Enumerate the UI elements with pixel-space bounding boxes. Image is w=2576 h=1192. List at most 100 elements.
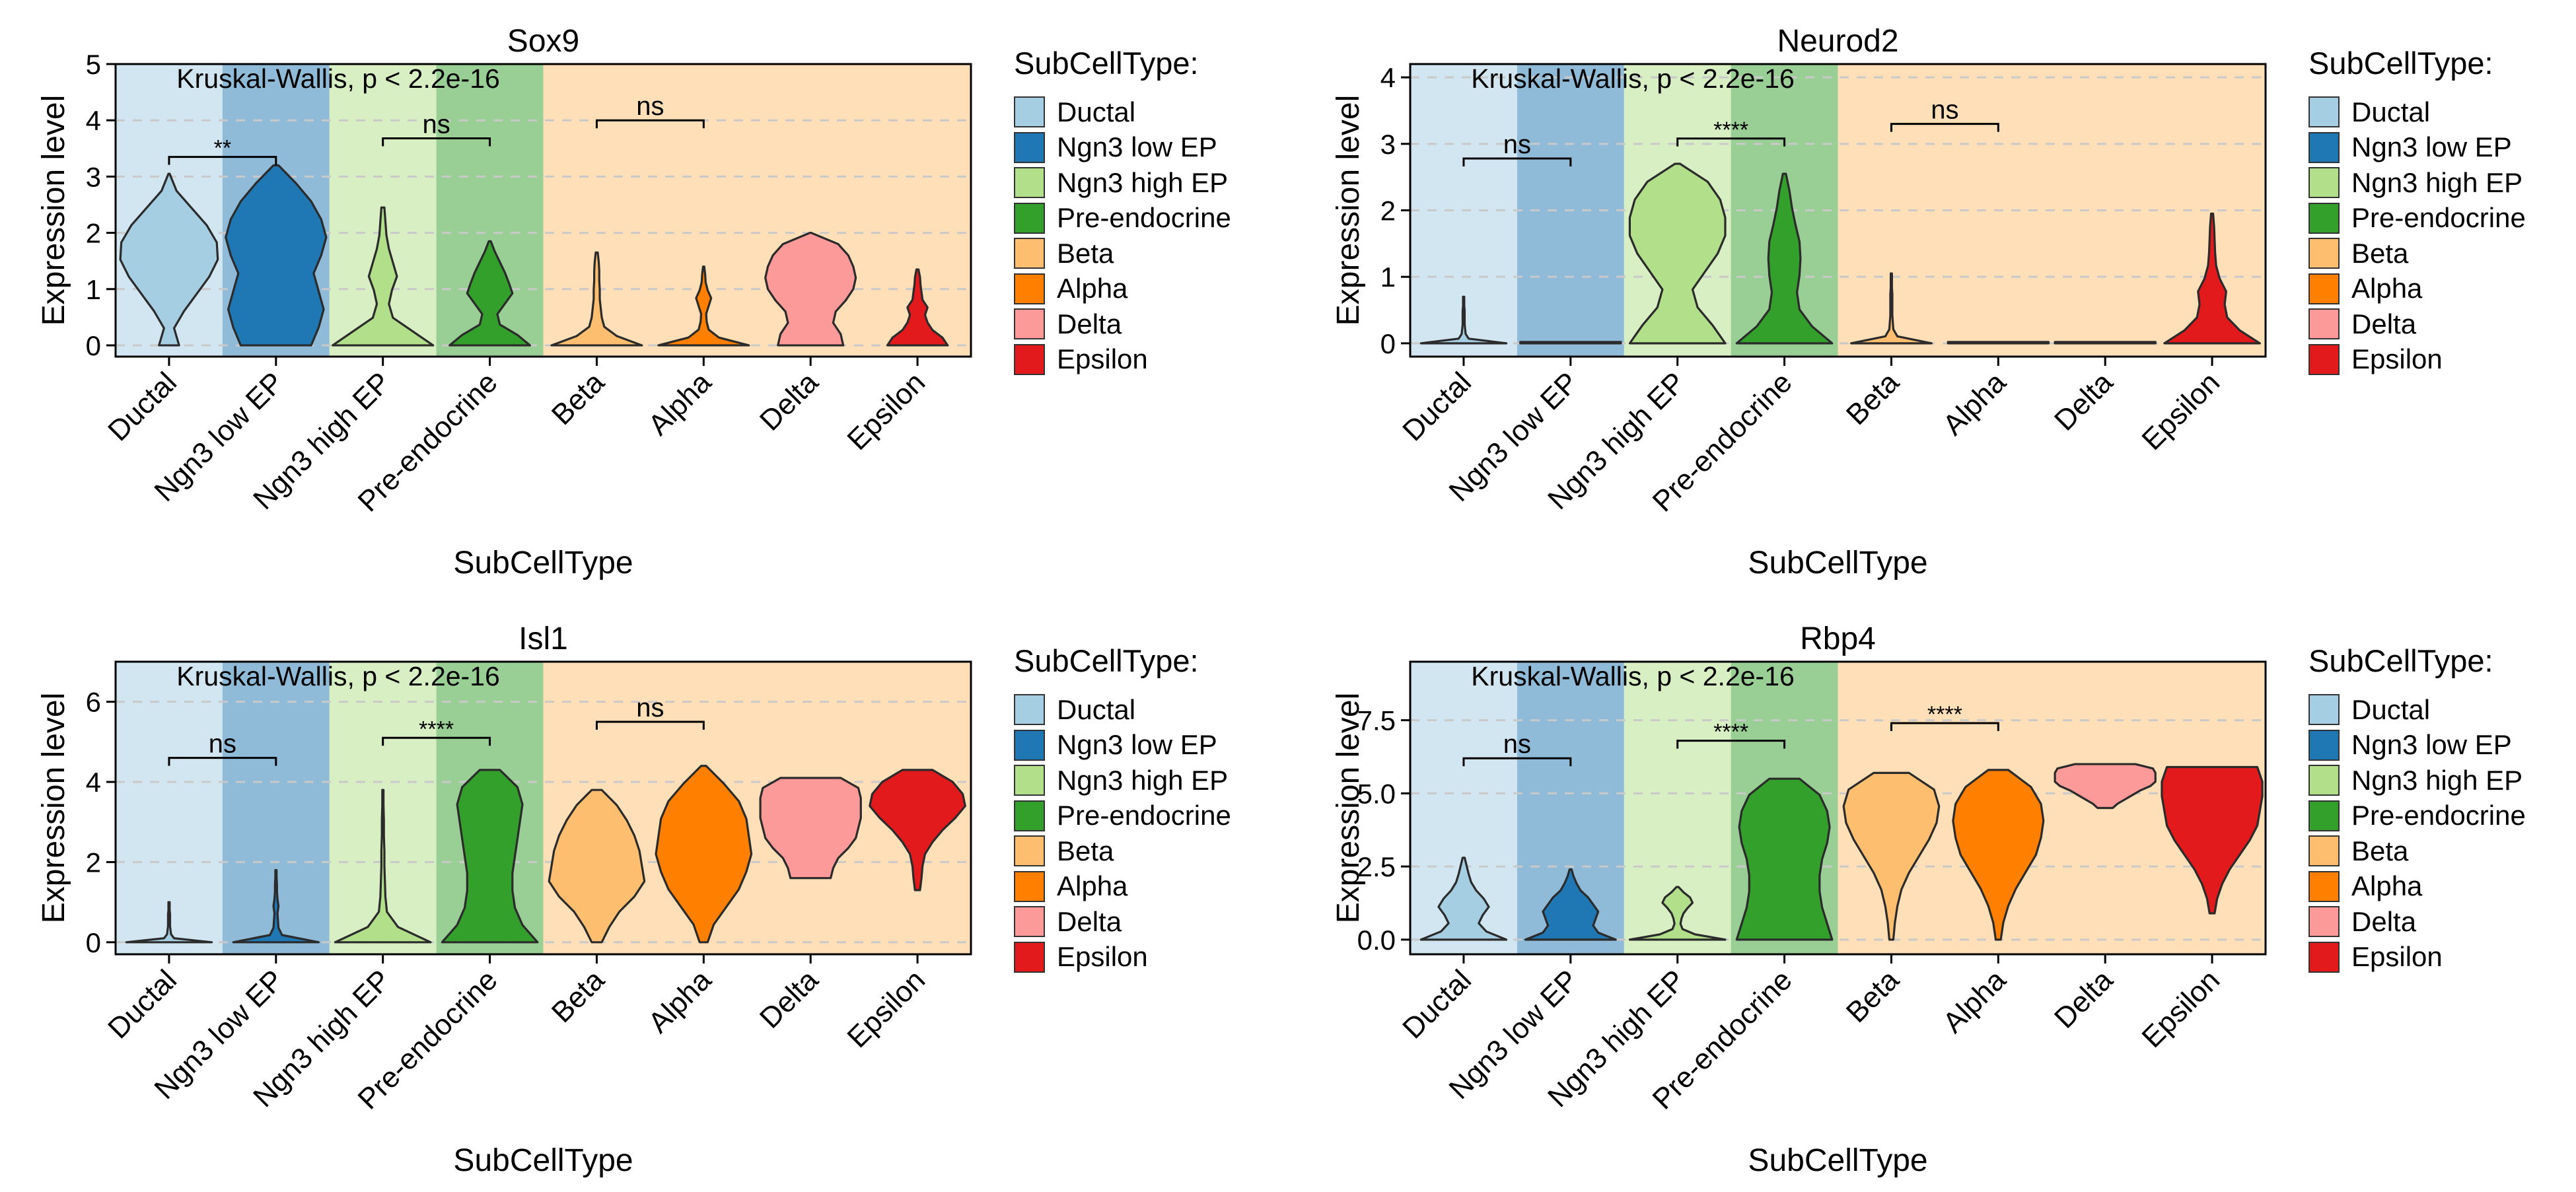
- neurod2-comparison-bracket-2: [1890, 123, 1999, 132]
- legend-label-epsilon: Epsilon: [1057, 941, 1148, 973]
- legend-key-beta: [1014, 835, 1045, 867]
- legend-label-ductal: Ductal: [2351, 693, 2431, 725]
- legend-item-beta: Beta: [2308, 833, 2526, 869]
- legend-key-ductal: [2308, 694, 2340, 726]
- legend-item-epsilon: Epsilon: [2308, 342, 2526, 378]
- sox9-y-tick-label-4: 4: [86, 105, 101, 136]
- neurod2-violin-ngn3-high-ep: [1628, 162, 1727, 345]
- sox9-comparison-bracket-0: [168, 156, 277, 165]
- neurod2-comparison-label-2: ns: [1931, 96, 1958, 125]
- legend-label-ngn3-low-ep: Ngn3 low EP: [1057, 131, 1217, 163]
- legend-label-ngn3-high-ep: Ngn3 high EP: [1057, 764, 1229, 796]
- legend-title: SubCellType:: [1014, 643, 1199, 678]
- rbp4-plot-border: [1409, 660, 2267, 956]
- legend-key-ngn3-high-ep: [2308, 765, 2340, 796]
- legend-item-beta: Beta: [1014, 236, 1231, 271]
- legend-item-pre-endocrine: Pre-endocrine: [2308, 798, 2526, 834]
- rbp4-comparison-bracket-2: [1890, 722, 1999, 732]
- legend-label-delta: Delta: [1057, 905, 1122, 937]
- isl1-comparison-bracket-0: [168, 757, 277, 766]
- sox9-y-tick-label-0: 0: [86, 330, 101, 361]
- legend-label-alpha: Alpha: [2351, 273, 2423, 304]
- isl1-x-tick-label-alpha: Alpha: [642, 964, 718, 1039]
- legend-item-ngn3-high-ep: Ngn3 high EP: [2308, 165, 2526, 201]
- neurod2-violin-delta: [2054, 341, 2157, 345]
- legend-key-pre-endocrine: [2308, 800, 2340, 831]
- rbp4-comparison-label-0: ns: [1503, 730, 1531, 759]
- isl1-violin-ngn3-low-ep: [232, 868, 320, 944]
- legend-key-pre-endocrine: [1014, 202, 1045, 234]
- legend-title: SubCellType:: [2308, 46, 2493, 81]
- sox9-comparison-label-1: ns: [423, 110, 450, 139]
- legend-key-pre-endocrine: [2308, 202, 2340, 234]
- neurod2-chart-title: Neurod2: [1777, 24, 1898, 59]
- rbp4-comparison-bracket-1: [1676, 740, 1786, 749]
- rbp4-y-tick-label-0: 0.0: [1357, 925, 1396, 956]
- sox9-violin-beta: [550, 251, 643, 347]
- neurod2-x-tick-label-epsilon: Epsilon: [2135, 366, 2226, 456]
- legend-key-delta: [2308, 906, 2340, 938]
- legend-item-beta: Beta: [1014, 833, 1231, 869]
- legend-key-ngn3-low-ep: [2308, 729, 2340, 761]
- legend-key-alpha: [1014, 870, 1045, 902]
- rbp4-violin-epsilon: [2161, 765, 2264, 915]
- isl1-comparison-bracket-1: [382, 736, 491, 746]
- panel-sox9: 0 1 2 3 4 5 Ductal Ngn3 low EP Ngn3 high EP Pre-e…: [0, 0, 1288, 594]
- legend-item-epsilon: Epsilon: [1014, 940, 1231, 975]
- neurod2-x-tick-label-delta: Delta: [2048, 366, 2120, 437]
- isl1-comparison-label-2: ns: [636, 693, 664, 722]
- rbp4-violin-delta: [2054, 763, 2157, 810]
- legend-label-epsilon: Epsilon: [2351, 941, 2443, 973]
- neurod2-violin-alpha: [1947, 341, 2050, 345]
- legend-item-epsilon: Epsilon: [1014, 342, 1231, 378]
- sox9-comparison-label-0: **: [214, 136, 231, 161]
- isl1-violin-ngn3-high-ep: [334, 789, 432, 944]
- panel-rbp4: 0.0 2.5 5.0 7.5 Ductal Ngn3 low EP Ngn3 high E…: [1295, 598, 2576, 1192]
- rbp4-y-tick-label-2: 5.0: [1357, 778, 1396, 809]
- sox9-x-tick-label-delta: Delta: [754, 366, 825, 437]
- rbp4-x-tick-label-epsilon: Epsilon: [2135, 964, 2226, 1054]
- neurod2-violin-ngn3-low-ep: [1519, 341, 1622, 345]
- sox9-y-tick-label-5: 5: [86, 49, 101, 80]
- legend-label-pre-endocrine: Pre-endocrine: [1057, 202, 1231, 234]
- panel-isl1: 0 2 4 6 Ductal Ngn3 low EP Ngn3 high EP Pre-end…: [0, 598, 1288, 1192]
- rbp4-violin-alpha: [1952, 769, 2045, 941]
- legend-item-delta: Delta: [2308, 904, 2526, 940]
- legend-key-ngn3-high-ep: [2308, 167, 2340, 199]
- legend-label-ngn3-low-ep: Ngn3 low EP: [1057, 729, 1217, 761]
- legend-item-alpha: Alpha: [2308, 271, 2526, 307]
- legend-label-epsilon: Epsilon: [1057, 343, 1148, 375]
- isl1-violin-delta: [759, 777, 862, 880]
- sox9-comparison-bracket-1: [382, 137, 491, 147]
- isl1-violin-pre-endocrine: [441, 769, 539, 944]
- sox9-violin-alpha: [657, 265, 750, 347]
- neurod2-y-tick-label-4: 4: [1380, 62, 1396, 93]
- legend-label-alpha: Alpha: [1057, 273, 1128, 304]
- legend-item-ngn3-low-ep: Ngn3 low EP: [1014, 728, 1231, 763]
- legend-label-beta: Beta: [1057, 237, 1114, 269]
- legend-label-ductal: Ductal: [2351, 96, 2431, 127]
- legend-item-ngn3-high-ep: Ngn3 high EP: [2308, 763, 2526, 798]
- legend-key-epsilon: [2308, 343, 2340, 375]
- legend-item-ductal: Ductal: [1014, 692, 1231, 728]
- sox9-chart-title: Sox9: [507, 24, 579, 59]
- legend-label-ngn3-high-ep: Ngn3 high EP: [2351, 166, 2523, 198]
- legend-neurod2: SubCellType: Ductal Ngn3 low EP Ngn3 high E…: [2308, 45, 2526, 377]
- legend-title: SubCellType:: [2308, 643, 2493, 678]
- legend-title: SubCellType:: [1014, 46, 1199, 81]
- legend-key-beta: [1014, 238, 1045, 269]
- legend-label-delta: Delta: [2351, 308, 2417, 339]
- legend-item-ductal: Ductal: [1014, 94, 1231, 130]
- neurod2-comparison-bracket-1: [1676, 137, 1786, 147]
- sox9-x-tick-label-beta: Beta: [546, 366, 611, 431]
- sox9-plot-border: [114, 63, 972, 358]
- legend-key-ngn3-low-ep: [1014, 131, 1045, 163]
- legend-key-ngn3-high-ep: [1014, 765, 1045, 796]
- rbp4-x-tick-label-beta: Beta: [1840, 964, 1906, 1029]
- rbp4-violin-ngn3-high-ep: [1628, 886, 1727, 941]
- legend-key-epsilon: [1014, 343, 1045, 375]
- sox9-y-tick-label-1: 1: [86, 274, 101, 305]
- legend-item-alpha: Alpha: [1014, 869, 1231, 905]
- isl1-violin-beta: [548, 789, 646, 944]
